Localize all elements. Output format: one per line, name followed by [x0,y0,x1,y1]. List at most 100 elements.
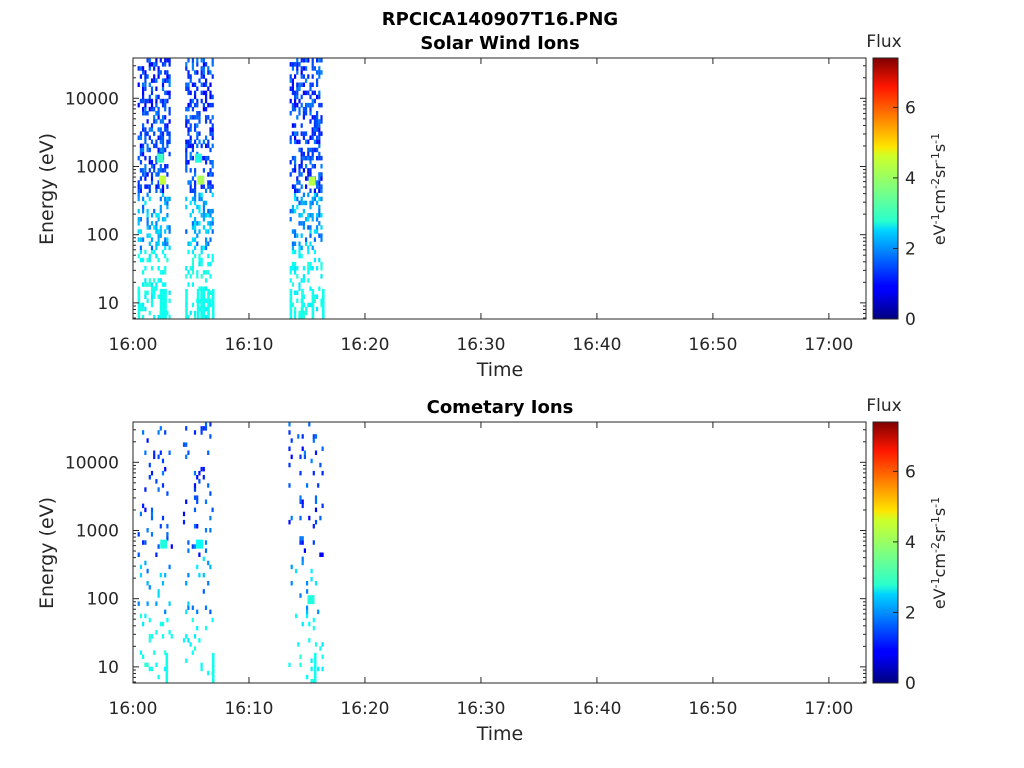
flux-cell [299,495,302,500]
flux-cell [291,131,294,136]
flux-cell [305,139,308,145]
flux-cell [294,94,297,100]
flux-cell [139,650,142,655]
flux-cell [302,225,305,230]
flux-cell [166,139,169,145]
flux-column [313,652,317,683]
flux-cell [316,127,319,132]
flux-cell [146,662,149,668]
flux-cell [189,115,192,120]
y-tick-label: 10000 [65,453,119,473]
flux-cell [305,306,308,312]
flux-cell [294,98,297,104]
colorbar-ticks-solar-wind: 0 2 4 6 [893,98,916,330]
flux-cell [300,66,303,71]
flux-cell [157,217,160,222]
flux-cell [194,225,197,230]
flux-cell [166,74,169,79]
flux-cell [196,70,199,75]
svg-text:eV-1cm-2sr-1s-1: eV-1cm-2sr-1s-1 [929,497,949,609]
x-tick-label: 16:40 [572,335,621,355]
flux-cell [306,589,309,594]
flux-cell [144,540,147,545]
flux-cell [318,213,321,218]
flux-cell [289,139,292,145]
flux-cell [148,188,151,193]
flux-cell [159,270,162,275]
flux-cell [168,119,171,124]
flux-cell [166,225,169,230]
flux-cell [155,282,158,287]
flux-cell [196,111,199,116]
flux-cell [294,306,297,312]
flux-cell [294,106,297,112]
flux-cell [198,261,201,267]
flux-cell [298,172,301,177]
flux-cell [168,290,171,295]
flux-cell [309,155,312,161]
flux-cell [168,58,171,63]
flux-cell [298,82,301,87]
flux-cell [166,58,169,63]
flux-cell [202,184,205,189]
flux-cell [316,115,319,120]
flux-cell [196,62,199,67]
flux-cell [309,188,312,193]
flux-cell [202,82,205,87]
flux-cell [161,621,165,627]
flux-cell [298,106,301,112]
flux-cell [159,98,162,104]
flux-cell [146,184,149,189]
flux-cell [205,237,208,242]
flux-cell [166,90,169,96]
flux-cell [296,233,299,238]
flux-cell [153,278,156,283]
y-tick-label: 10 [97,294,119,314]
flux-cell [185,147,188,153]
flux-cell [168,82,171,87]
flux-cell [298,62,301,67]
flux-cell [205,106,208,112]
flux-cell [137,217,140,222]
flux-cell [200,466,203,472]
flux-cell [307,58,310,63]
flux-cell [300,233,303,238]
flux-cell [318,208,321,214]
flux-cell [301,434,304,439]
flux-cell [302,82,305,87]
flux-cell [320,102,323,108]
flux-cell [298,98,301,104]
flux-cell [301,540,304,545]
flux-cell [194,70,197,75]
flux-cell [144,507,147,513]
y-axis-label-cometary: Energy (eV) [36,497,58,609]
flux-cell [161,184,165,189]
flux-cell [157,168,160,173]
flux-cell [146,111,149,116]
flux-cell [306,581,309,586]
flux-column [322,288,325,319]
flux-cell [318,151,321,157]
flux-cell [185,442,188,447]
flux-cell [185,119,188,124]
flux-cell [305,58,308,63]
flux-cell [150,302,154,308]
flux-cell [288,446,291,451]
flux-cell [150,127,154,132]
flux-cell [311,115,314,120]
flux-cell [153,249,156,255]
flux-cell [306,613,309,619]
flux-cell [185,658,188,663]
flux-cell [318,196,321,202]
flux-cell [187,180,190,185]
flux-cell [202,217,205,222]
flux-cell [211,115,214,120]
flux-cell [209,609,212,615]
flux-cell [296,70,299,75]
flux-cell [302,66,305,71]
flux-cell [191,106,194,112]
flux-cell [164,164,167,169]
flux-cell [302,58,305,63]
flux-cell [316,266,319,271]
